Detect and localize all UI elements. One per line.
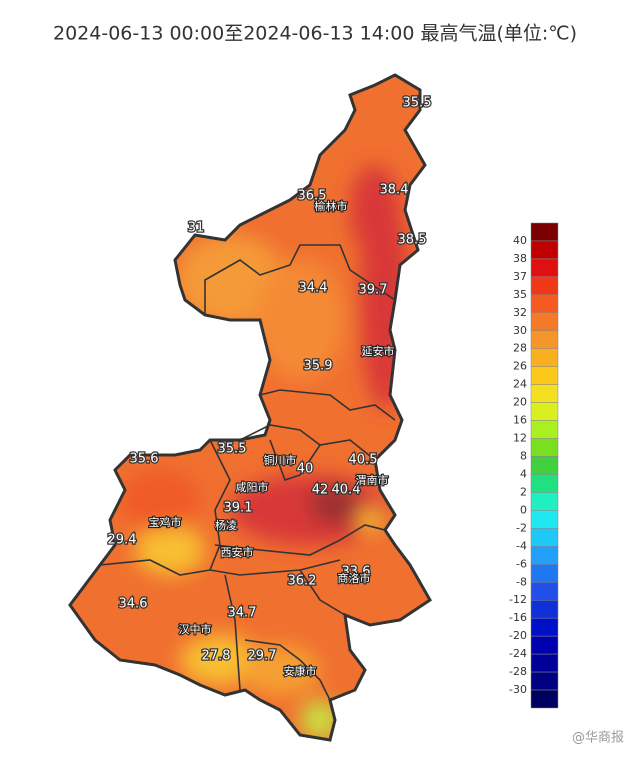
legend-label: 40 (513, 234, 527, 247)
legend-label: 37 (513, 270, 527, 283)
temperature-label: 40.5 (349, 453, 378, 468)
legend-swatch (530, 438, 559, 457)
legend-swatch (530, 222, 559, 242)
city-label: 宝鸡市 (149, 515, 182, 529)
temperature-label: 34.6 (119, 597, 148, 612)
legend-label: 26 (513, 360, 527, 373)
temperature-label: 34.7 (228, 606, 257, 621)
legend-swatch (530, 366, 559, 385)
city-label: 西安市 (221, 545, 254, 559)
legend-label: -16 (509, 611, 527, 624)
temperature-label: 35.5 (403, 96, 432, 111)
legend-swatch (530, 294, 559, 314)
city-label: 杨凌 (215, 518, 237, 532)
legend-swatch (530, 492, 559, 511)
legend-label: 38 (513, 252, 527, 265)
legend-label: 8 (520, 450, 527, 463)
legend-label: 30 (513, 324, 527, 337)
city-label: 榆林市 (315, 199, 348, 213)
city-label: 延安市 (362, 344, 395, 358)
legend-swatch (530, 402, 559, 421)
legend-swatch (530, 420, 559, 439)
legend-label: 32 (513, 306, 527, 319)
legend-swatch (530, 599, 559, 619)
legend-label: 0 (520, 503, 527, 516)
legend-label: -12 (509, 593, 527, 606)
legend-swatch (530, 312, 559, 332)
legend-swatch (530, 348, 559, 367)
legend-swatch (530, 384, 559, 403)
legend-label: -20 (509, 629, 527, 642)
temperature-label: 40.4 (332, 483, 361, 498)
legend-label: 35 (513, 288, 527, 301)
legend-label: 24 (513, 378, 527, 391)
legend-swatch (530, 653, 559, 673)
legend-label: -24 (509, 647, 527, 660)
legend-label: 20 (513, 396, 527, 409)
city-label: 铜川市 (264, 453, 297, 467)
legend-label: 28 (513, 342, 527, 355)
temperature-label: 39.7 (359, 283, 388, 298)
temperature-label: 27.8 (202, 649, 231, 664)
temperature-label: 35.9 (304, 359, 333, 374)
legend-swatch (530, 617, 559, 637)
legend-swatch (530, 564, 559, 583)
legend-swatch (530, 474, 559, 493)
city-label: 安康市 (284, 664, 317, 678)
legend-swatch (530, 689, 559, 709)
legend-swatch (530, 582, 559, 601)
temperature-label: 38.4 (380, 183, 409, 198)
district-borders (99, 244, 396, 701)
city-label: 商洛市 (338, 571, 371, 585)
legend-swatch (530, 456, 559, 475)
temperature-label: 34.4 (299, 281, 328, 296)
legend-label: -2 (516, 521, 527, 534)
legend-swatch (530, 671, 559, 691)
legend-label: 4 (520, 467, 527, 480)
watermark: @华商报 (572, 731, 624, 746)
legend-swatch (530, 528, 559, 547)
temperature-label: 35.6 (130, 452, 159, 467)
legend-label: -28 (509, 665, 527, 678)
legend-swatch (530, 330, 559, 349)
city-label: 咸阳市 (236, 480, 269, 494)
legend-label: 16 (513, 414, 527, 427)
temperature-label: 39.1 (224, 501, 253, 516)
temperature-label: 36.5 (298, 189, 327, 204)
legend-swatch (530, 635, 559, 655)
legend-label: 2 (520, 485, 527, 498)
temperature-label: 40 (297, 462, 314, 477)
title: 2024-06-13 00:00至2024-06-13 14:00 最高气温(单… (53, 23, 577, 45)
legend-label: 12 (513, 432, 527, 445)
temperature-label: 31 (188, 221, 205, 236)
city-label: 汉中市 (179, 622, 212, 636)
legend-label: -30 (509, 683, 527, 696)
legend-label: -4 (516, 539, 527, 552)
legend-swatch (530, 546, 559, 565)
legend-swatch (530, 276, 559, 296)
temperature-label: 29.4 (108, 533, 137, 548)
temperature-label: 36.2 (288, 574, 317, 589)
legend-label: -8 (516, 575, 527, 588)
legend-swatch (530, 240, 559, 260)
temperature-label: 42 (312, 483, 329, 498)
legend-swatch (530, 258, 559, 278)
temperature-label: 38.5 (398, 233, 427, 248)
legend-label: -6 (516, 557, 527, 570)
temperature-label: 35.5 (218, 442, 247, 457)
legend-swatch (530, 510, 559, 529)
temperature-label: 33.6 (342, 565, 371, 580)
temperature-label: 29.7 (248, 649, 277, 664)
city-label: 渭南市 (356, 473, 389, 487)
